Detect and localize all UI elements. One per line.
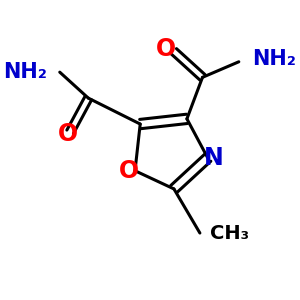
Text: NH₂: NH₂ <box>252 49 296 69</box>
Text: N: N <box>204 146 224 170</box>
Text: O: O <box>118 159 139 183</box>
Text: O: O <box>58 122 78 146</box>
Text: NH₂: NH₂ <box>3 62 47 82</box>
Text: O: O <box>156 37 176 61</box>
Text: CH₃: CH₃ <box>210 224 249 242</box>
